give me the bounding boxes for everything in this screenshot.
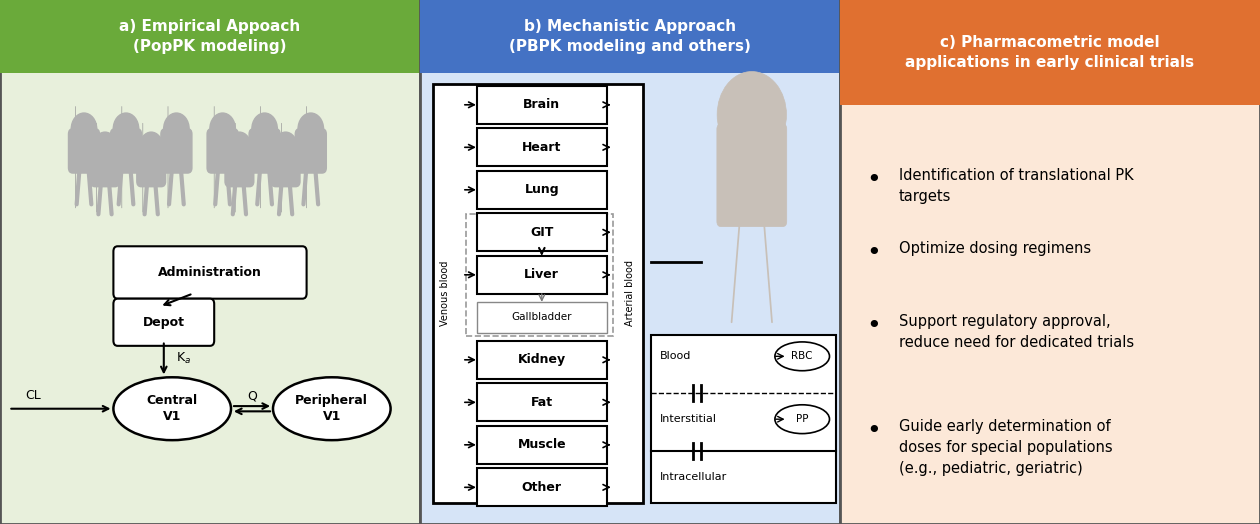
Text: Muscle: Muscle bbox=[518, 438, 566, 451]
Text: a) Empirical Appoach
(PopPK modeling): a) Empirical Appoach (PopPK modeling) bbox=[120, 19, 301, 54]
Circle shape bbox=[72, 113, 97, 145]
Text: Arterial blood: Arterial blood bbox=[625, 260, 635, 326]
Text: Fat: Fat bbox=[530, 396, 553, 409]
Text: Interstitial: Interstitial bbox=[659, 414, 717, 424]
Circle shape bbox=[252, 113, 277, 145]
Circle shape bbox=[717, 71, 786, 158]
FancyBboxPatch shape bbox=[476, 213, 607, 251]
Text: Administration: Administration bbox=[158, 266, 262, 279]
Text: Brain: Brain bbox=[523, 99, 561, 111]
Text: Support regulatory approval,
reduce need for dedicated trials: Support regulatory approval, reduce need… bbox=[898, 314, 1134, 351]
FancyBboxPatch shape bbox=[476, 171, 607, 209]
Text: •: • bbox=[866, 241, 881, 265]
FancyBboxPatch shape bbox=[651, 335, 835, 503]
Text: K$_a$: K$_a$ bbox=[176, 352, 192, 366]
Text: Peripheral
V1: Peripheral V1 bbox=[295, 394, 368, 423]
FancyBboxPatch shape bbox=[91, 146, 120, 187]
FancyBboxPatch shape bbox=[113, 299, 214, 346]
Ellipse shape bbox=[273, 377, 391, 440]
Circle shape bbox=[275, 132, 297, 160]
Circle shape bbox=[228, 132, 251, 160]
Text: c) Pharmacometric model
applications in early clinical trials: c) Pharmacometric model applications in … bbox=[906, 35, 1194, 70]
Text: RBC: RBC bbox=[791, 351, 813, 362]
Circle shape bbox=[113, 113, 139, 145]
FancyBboxPatch shape bbox=[476, 86, 607, 124]
FancyBboxPatch shape bbox=[476, 468, 607, 506]
Text: PP: PP bbox=[796, 414, 809, 424]
Text: Guide early determination of
doses for special populations
(e.g., pediatric, ger: Guide early determination of doses for s… bbox=[898, 419, 1113, 476]
Text: Other: Other bbox=[522, 481, 562, 494]
FancyBboxPatch shape bbox=[476, 426, 607, 464]
FancyBboxPatch shape bbox=[0, 0, 420, 524]
FancyBboxPatch shape bbox=[113, 246, 306, 299]
FancyBboxPatch shape bbox=[420, 0, 840, 524]
FancyBboxPatch shape bbox=[271, 146, 300, 187]
FancyBboxPatch shape bbox=[249, 129, 280, 173]
Text: Gallbladder: Gallbladder bbox=[512, 312, 572, 322]
Circle shape bbox=[210, 113, 236, 145]
FancyBboxPatch shape bbox=[0, 0, 420, 73]
Text: CL: CL bbox=[25, 389, 42, 402]
Ellipse shape bbox=[775, 405, 829, 434]
Text: Venous blood: Venous blood bbox=[440, 261, 450, 326]
Circle shape bbox=[299, 113, 324, 145]
Text: b) Mechanistic Approach
(PBPK modeling and others): b) Mechanistic Approach (PBPK modeling a… bbox=[509, 19, 751, 54]
Text: Heart: Heart bbox=[522, 141, 562, 154]
FancyBboxPatch shape bbox=[476, 128, 607, 166]
Ellipse shape bbox=[775, 342, 829, 371]
FancyBboxPatch shape bbox=[432, 84, 643, 503]
Text: Kidney: Kidney bbox=[518, 353, 566, 366]
Text: Liver: Liver bbox=[524, 268, 559, 281]
FancyBboxPatch shape bbox=[207, 129, 238, 173]
FancyBboxPatch shape bbox=[111, 129, 141, 173]
Ellipse shape bbox=[113, 377, 231, 440]
Text: Blood: Blood bbox=[659, 351, 690, 362]
FancyBboxPatch shape bbox=[476, 256, 607, 293]
Text: Identification of translational PK
targets: Identification of translational PK targe… bbox=[898, 168, 1134, 204]
FancyBboxPatch shape bbox=[295, 129, 326, 173]
Text: Central
V1: Central V1 bbox=[146, 394, 198, 423]
FancyBboxPatch shape bbox=[840, 0, 1260, 524]
FancyBboxPatch shape bbox=[226, 146, 253, 187]
Text: •: • bbox=[866, 168, 881, 192]
Circle shape bbox=[140, 132, 163, 160]
Text: •: • bbox=[866, 419, 881, 443]
Text: Lung: Lung bbox=[524, 183, 559, 196]
FancyBboxPatch shape bbox=[420, 0, 840, 73]
FancyBboxPatch shape bbox=[161, 129, 192, 173]
FancyBboxPatch shape bbox=[68, 129, 100, 173]
FancyBboxPatch shape bbox=[717, 124, 786, 226]
FancyBboxPatch shape bbox=[476, 302, 607, 333]
Circle shape bbox=[164, 113, 189, 145]
Text: Intracellular: Intracellular bbox=[659, 472, 727, 482]
FancyBboxPatch shape bbox=[476, 384, 607, 421]
FancyBboxPatch shape bbox=[840, 0, 1260, 105]
Text: GIT: GIT bbox=[530, 226, 553, 239]
Text: Optimize dosing regimens: Optimize dosing regimens bbox=[898, 241, 1091, 256]
Text: •: • bbox=[866, 314, 881, 339]
Text: Depot: Depot bbox=[142, 316, 185, 329]
Text: Q: Q bbox=[247, 389, 257, 402]
FancyBboxPatch shape bbox=[137, 146, 165, 187]
Circle shape bbox=[93, 132, 116, 160]
FancyBboxPatch shape bbox=[476, 341, 607, 379]
